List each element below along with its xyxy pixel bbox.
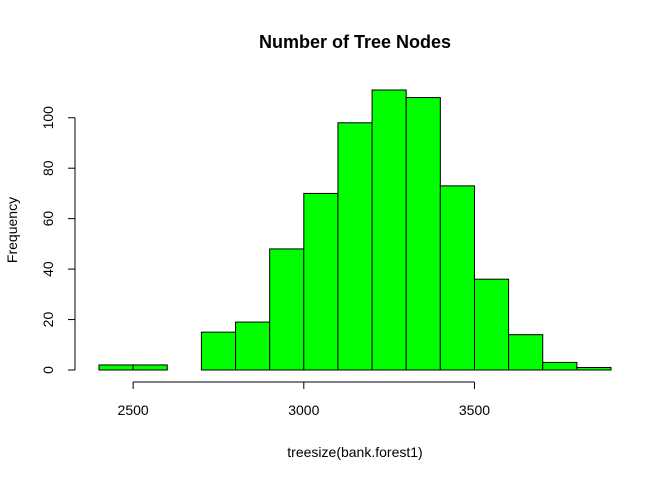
histogram-bar [303, 192, 339, 371]
y-tick-label: 80 [40, 160, 56, 176]
histogram-bar [337, 122, 373, 371]
x-tick-label: 3500 [459, 402, 490, 418]
histogram-bar [132, 364, 168, 371]
y-axis: 0 20 40 60 80 100 [40, 106, 76, 374]
y-tick-label: 40 [40, 261, 56, 277]
histogram-bar [98, 364, 134, 371]
histogram-bar [439, 185, 475, 371]
bars-group [98, 89, 612, 371]
y-tick-label: 20 [40, 312, 56, 328]
y-tick-label: 100 [40, 106, 56, 130]
histogram-bar [508, 334, 544, 371]
histogram-bar [473, 278, 510, 371]
histogram-bar [235, 321, 271, 371]
chart-title: Number of Tree Nodes [259, 32, 451, 52]
x-axis-label: treesize(bank.forest1) [287, 444, 422, 460]
y-tick-label: 0 [40, 366, 56, 374]
y-axis-label: Frequency [4, 197, 20, 263]
histogram-bar [542, 361, 578, 371]
histogram-bar [576, 366, 612, 371]
histogram-bar [405, 97, 441, 371]
histogram-bar [269, 248, 305, 371]
histogram-bar [200, 331, 237, 371]
x-tick-label: 2500 [118, 402, 149, 418]
histogram-bar [371, 89, 407, 371]
x-tick-label: 3000 [288, 402, 319, 418]
y-tick-label: 60 [40, 211, 56, 227]
x-axis: 2500 3000 3500 [118, 381, 490, 418]
